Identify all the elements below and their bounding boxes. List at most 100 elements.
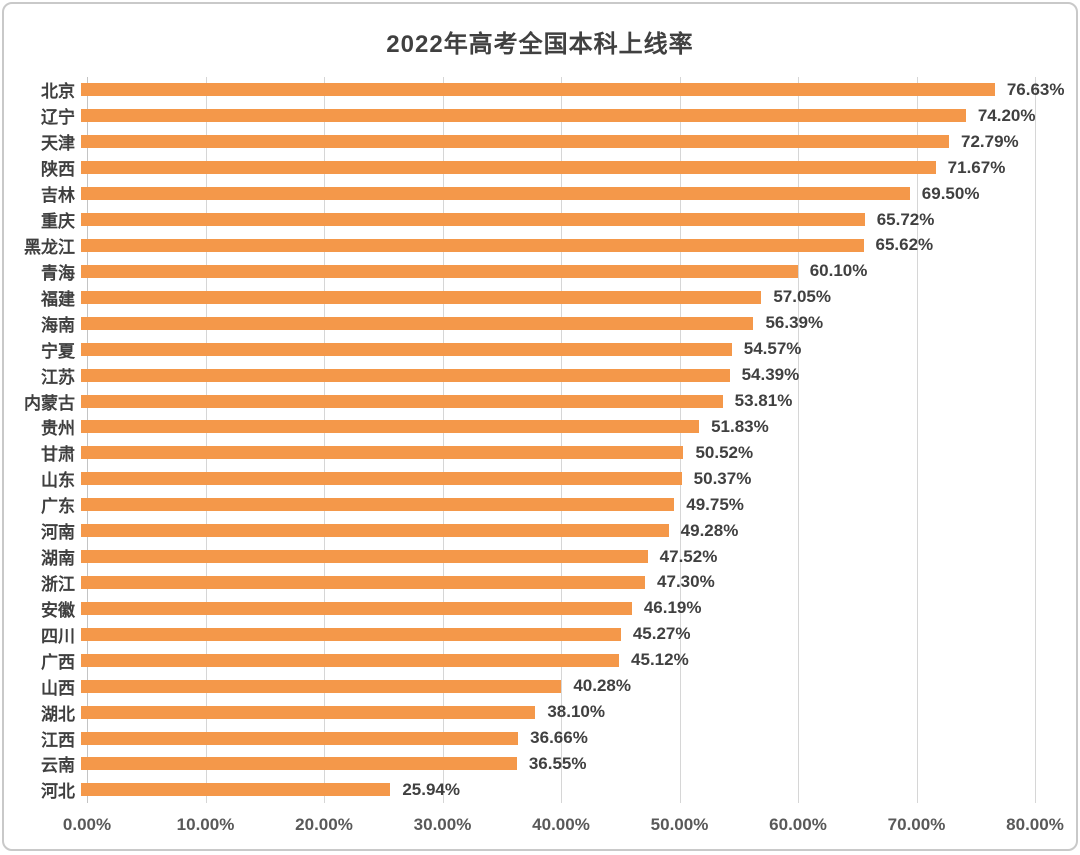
bar-track: 56.39%: [81, 310, 1035, 336]
category-label: 江苏: [41, 367, 75, 387]
bar-row: 贵州 51.83%: [4, 414, 1035, 440]
value-label: 50.37%: [693, 468, 752, 488]
value-label: 60.10%: [809, 261, 868, 281]
bar-row: 宁夏 54.57%: [4, 336, 1035, 362]
category-label: 湖北: [41, 704, 75, 724]
gridline: [1035, 77, 1036, 803]
bar-row: 福建 57.05%: [4, 284, 1035, 310]
bar: [81, 575, 646, 589]
bar-track: 51.83%: [81, 414, 1035, 440]
category-label: 重庆: [41, 212, 75, 232]
bar-row: 北京 76.63%: [4, 77, 1064, 103]
bar-track: 60.10%: [81, 258, 1035, 284]
bar: [81, 757, 517, 771]
gridline: [205, 77, 207, 803]
bar-row: 重庆 65.72%: [4, 207, 1035, 233]
chart-title: 2022年高考全国本科上线率: [386, 31, 694, 58]
bar: [81, 679, 562, 693]
category-label: 贵州: [41, 419, 75, 439]
gridline: [324, 77, 325, 803]
bar-track: 49.28%: [81, 518, 1035, 544]
category-label: 江西: [41, 730, 75, 750]
bar: [81, 498, 675, 512]
x-tick-label: 30.00%: [413, 815, 472, 834]
value-label: 69.50%: [921, 183, 980, 203]
bar-track: 50.52%: [81, 440, 1035, 466]
x-tick-label: 0.00%: [62, 815, 112, 834]
value-label: 45.27%: [632, 624, 691, 644]
value-label: 56.39%: [765, 313, 824, 333]
bar-row: 吉林 69.50%: [4, 181, 1035, 207]
value-label: 54.39%: [741, 365, 800, 385]
bar: [81, 524, 669, 538]
bar: [81, 290, 762, 304]
value-label: 50.52%: [695, 442, 754, 462]
gridline: [798, 77, 799, 803]
x-axis: 0.00% 10.00% 20.00% 30.00% 40.00% 50.00% 60.00…: [63, 803, 1064, 849]
category-label: 辽宁: [41, 108, 75, 128]
value-label: 49.28%: [680, 520, 739, 540]
category-label: 河北: [41, 782, 75, 802]
bar-track: 36.55%: [81, 751, 1035, 777]
gridline: [442, 77, 444, 803]
bar-track: 40.28%: [81, 673, 1035, 699]
category-label: 天津: [41, 134, 75, 154]
bar-row: 湖北 38.10%: [4, 699, 1035, 725]
x-tick-label: 70.00%: [887, 815, 946, 834]
bar: [81, 109, 966, 123]
category-label: 广东: [41, 497, 75, 517]
category-label: 云南: [41, 756, 75, 776]
x-tick-label: 50.00%: [650, 815, 709, 834]
bar: [81, 83, 995, 97]
bar-track: 54.57%: [81, 336, 1035, 362]
gridlines: [87, 77, 1036, 803]
category-label: 河南: [41, 523, 75, 543]
category-label: 山东: [41, 471, 75, 491]
value-label: 36.55%: [528, 753, 587, 773]
category-label: 黑龙江: [24, 237, 75, 257]
bar: [81, 342, 732, 356]
bar-row: 广东 49.75%: [4, 492, 1035, 518]
category-label: 吉林: [41, 186, 75, 206]
bar-row: 陕西 71.67%: [4, 155, 1035, 181]
value-label: 65.62%: [875, 235, 934, 255]
bar: [81, 446, 684, 460]
bar-row: 安徽 46.19%: [4, 595, 1035, 621]
bar-track: 54.39%: [81, 362, 1035, 388]
bar: [81, 472, 682, 486]
bar: [81, 368, 730, 382]
bar: [81, 783, 391, 797]
bar-row: 山东 50.37%: [4, 466, 1035, 492]
bar-row: 内蒙古 53.81%: [4, 388, 1035, 414]
bar: [81, 161, 936, 175]
x-tick-label: 40.00%: [532, 815, 590, 834]
value-label: 53.81%: [734, 391, 793, 411]
x-tick-label: 60.00%: [769, 815, 827, 834]
category-label: 甘肃: [41, 445, 75, 465]
bar-track: 46.19%: [81, 595, 1035, 621]
bar-track: 65.72%: [81, 207, 1035, 233]
category-label: 宁夏: [41, 341, 75, 361]
bar-track: 57.05%: [81, 284, 1035, 310]
bar: [81, 264, 798, 278]
bar-row: 云南 36.55%: [4, 751, 1035, 777]
category-label: 四川: [41, 626, 75, 646]
category-label: 广西: [41, 652, 75, 672]
value-label: 47.52%: [659, 546, 718, 566]
gridline: [916, 77, 918, 803]
value-label: 57.05%: [773, 287, 831, 307]
bar-row: 甘肃 50.52%: [4, 440, 1035, 466]
x-tick-label: 10.00%: [176, 815, 235, 834]
bar-track: 45.12%: [81, 647, 1035, 673]
category-label: 福建: [41, 289, 75, 309]
bar-rows: 北京 76.63% 辽宁 74.20% 天津 72.79% 陕西 71.67% 吉林 69.50%…: [4, 77, 1064, 803]
value-label: 25.94%: [402, 779, 460, 799]
bar-row: 浙江 47.30%: [4, 570, 1035, 596]
value-label: 38.10%: [547, 702, 605, 722]
y-axis-spine: [87, 77, 88, 803]
plot-area: 北京 76.63% 辽宁 74.20% 天津 72.79% 陕西 71.67% 吉林 69.50%…: [4, 77, 1064, 803]
bar-row: 河南 49.28%: [4, 518, 1035, 544]
bar-row: 江西 36.66%: [4, 725, 1035, 751]
value-label: 40.28%: [573, 676, 631, 696]
bar: [81, 394, 723, 408]
